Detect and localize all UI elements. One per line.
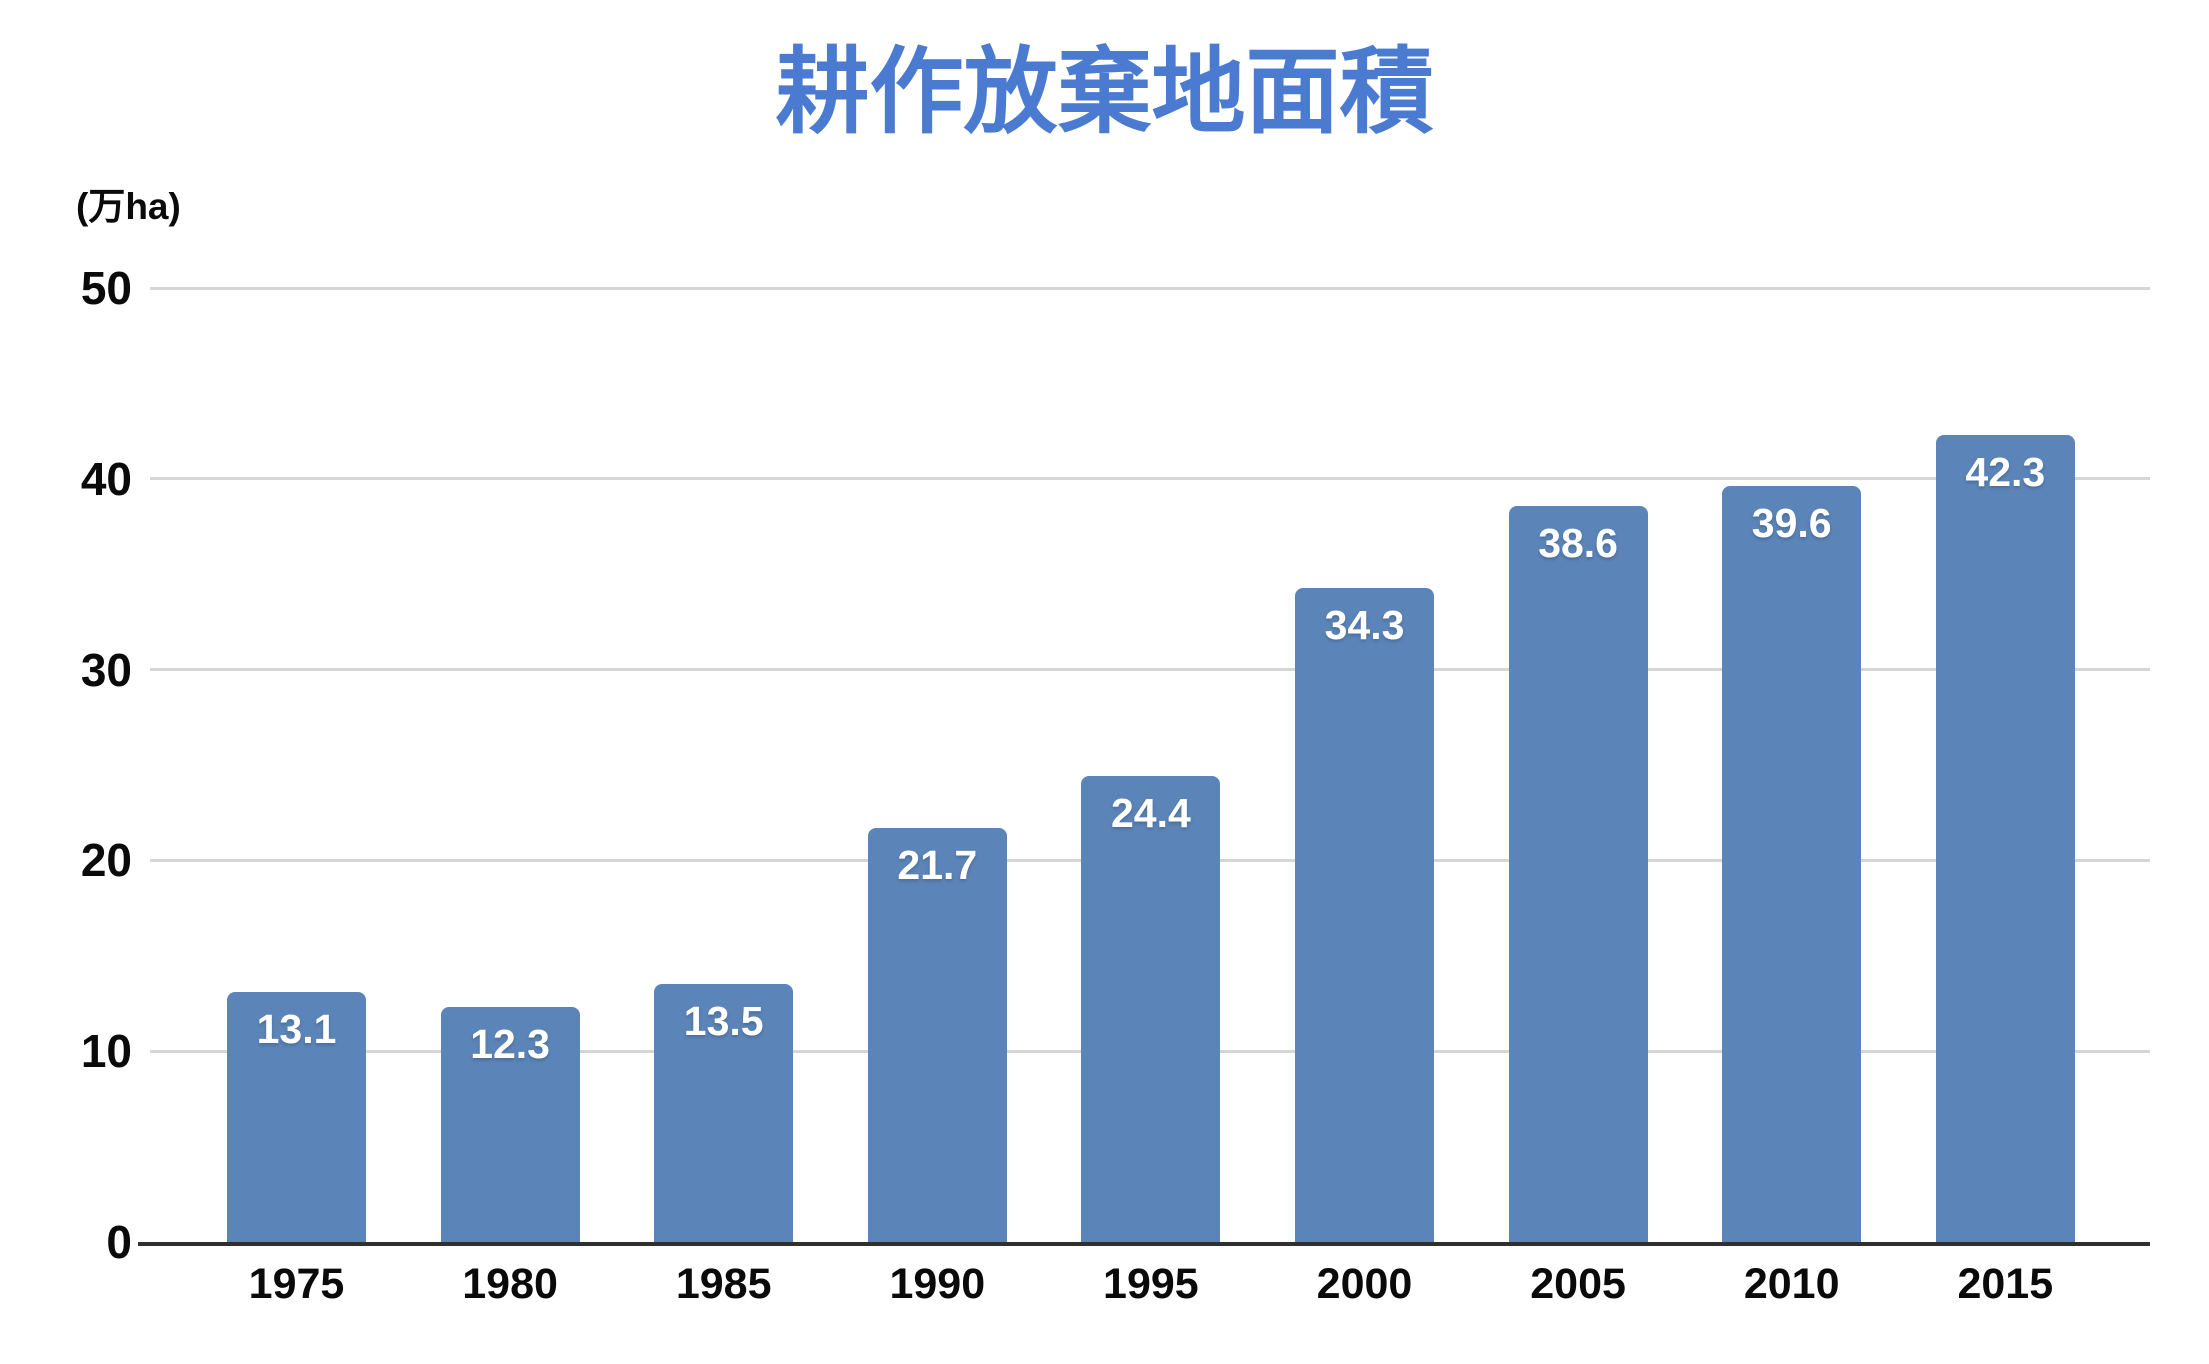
- bar-value-label-2000: 34.3: [1324, 601, 1405, 648]
- bar-2015: 42.3: [1935, 434, 2075, 1242]
- bar-2010: 39.6: [1722, 486, 1862, 1242]
- x-tick-label-1975: 1975: [248, 1260, 345, 1308]
- bar-value-label-1990: 21.7: [897, 841, 978, 888]
- bar-value-label-1980: 12.3: [470, 1021, 550, 1068]
- bar-value-label-2015: 42.3: [1965, 448, 2046, 495]
- x-tick-label-2000: 2000: [1316, 1260, 1413, 1308]
- gridline-30: [150, 668, 2150, 672]
- y-tick-label-40: 40: [80, 452, 132, 505]
- chart-title: 耕作放棄地面積: [775, 39, 1434, 144]
- gridline-40: [150, 477, 2150, 481]
- bar-2005: 38.6: [1508, 505, 1648, 1242]
- bar-1995: 24.4: [1081, 776, 1221, 1242]
- x-tick-label-1985: 1985: [675, 1260, 772, 1308]
- x-tick-label-1995: 1995: [1103, 1260, 1199, 1308]
- bar-1975: 13.1: [227, 992, 366, 1242]
- x-tick-label-2010: 2010: [1743, 1260, 1840, 1308]
- y-tick-label-10: 10: [80, 1025, 132, 1078]
- bar-value-label-2005: 38.6: [1538, 519, 1618, 566]
- bar-1980: 12.3: [440, 1007, 580, 1242]
- bar-value-label-1975: 13.1: [256, 1006, 337, 1053]
- y-tick-label-0: 0: [106, 1216, 132, 1268]
- bar-value-label-1995: 24.4: [1110, 790, 1191, 837]
- bar-2000: 34.3: [1295, 587, 1434, 1242]
- x-tick-label-1980: 1980: [462, 1260, 558, 1308]
- bar-value-label-1985: 13.5: [683, 998, 764, 1045]
- x-tick-label-1990: 1990: [889, 1260, 986, 1308]
- x-tick-label-2005: 2005: [1530, 1260, 1626, 1308]
- y-tick-label-20: 20: [80, 834, 132, 887]
- x-axis-line: [138, 1242, 2150, 1246]
- bar-value-label-2010: 39.6: [1751, 500, 1832, 547]
- y-tick-label-50: 50: [80, 262, 132, 314]
- x-tick-label-2015: 2015: [1957, 1260, 2054, 1308]
- y-tick-label-30: 30: [80, 643, 132, 696]
- gridline-50: [150, 286, 2150, 290]
- bar-1985: 13.5: [654, 984, 794, 1242]
- y-axis-unit-label: (万ha): [76, 186, 181, 227]
- bar-1990: 21.7: [867, 827, 1007, 1242]
